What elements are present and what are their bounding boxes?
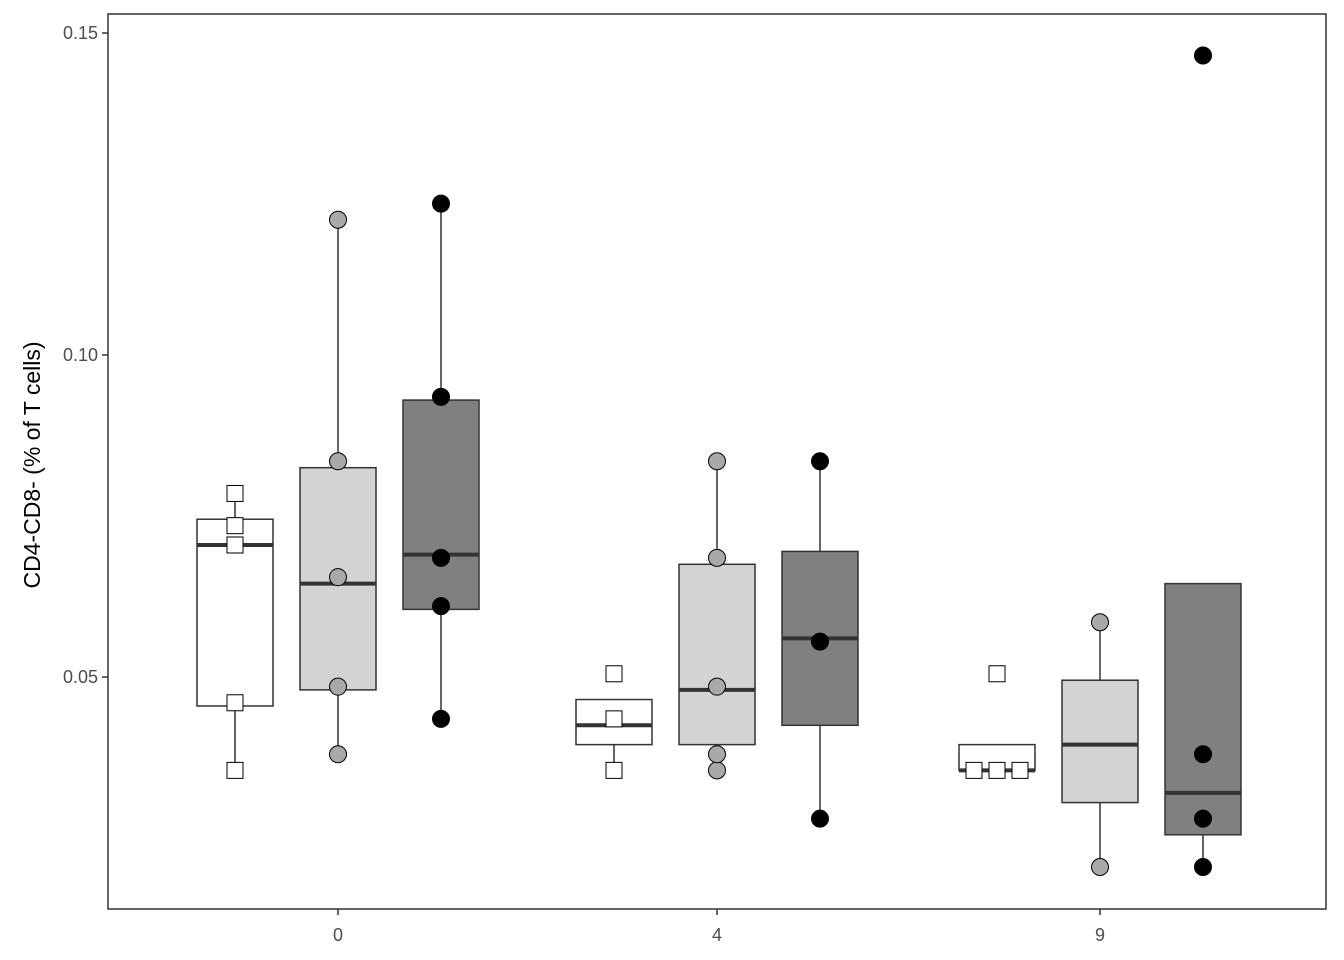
data-point-square — [226, 536, 244, 554]
data-point-circle — [432, 709, 450, 728]
box-group — [402, 203, 480, 719]
data-point-circle — [811, 809, 829, 828]
data-point-square — [965, 761, 983, 779]
x-axis: 0 4 9 — [333, 909, 1105, 945]
data-point-circle — [1091, 857, 1109, 876]
data-point-circle — [329, 568, 347, 587]
box-group — [1164, 582, 1242, 867]
data-point-circle — [1194, 745, 1212, 764]
data-point-square — [226, 484, 244, 502]
data-point-circle — [708, 745, 726, 764]
box-group — [781, 461, 859, 819]
data-point-circle — [432, 194, 450, 213]
data-point-circle — [811, 452, 829, 471]
data-point-circle — [708, 548, 726, 567]
data-point-circle — [329, 452, 347, 471]
data-point-circle — [708, 761, 726, 780]
data-point-square — [226, 761, 244, 779]
data-point-circle — [329, 677, 347, 696]
box-group — [1061, 622, 1139, 867]
data-point-square — [1011, 761, 1029, 779]
y-tick-label: 0.10 — [63, 345, 98, 365]
box — [1061, 679, 1139, 804]
y-axis-title: CD4-CD8- (% of T cells) — [19, 341, 45, 588]
box — [402, 399, 480, 611]
data-point-circle — [432, 387, 450, 406]
y-axis: 0.05 0.10 0.15 — [63, 23, 108, 687]
data-point-circle — [329, 210, 347, 229]
data-point-square — [605, 665, 623, 683]
data-point-square — [226, 517, 244, 535]
data-point-circle — [1091, 613, 1109, 632]
data-point-circle — [329, 745, 347, 764]
y-tick-label: 0.05 — [63, 667, 98, 687]
point-layer — [226, 46, 1212, 876]
box — [678, 563, 756, 746]
data-point-circle — [432, 597, 450, 616]
y-tick-label: 0.15 — [63, 23, 98, 43]
data-point-square — [605, 761, 623, 779]
data-point-circle — [432, 548, 450, 567]
box — [1164, 582, 1242, 836]
data-point-circle — [1194, 857, 1212, 876]
data-point-circle — [1194, 46, 1212, 65]
data-point-circle — [708, 452, 726, 471]
data-point-circle — [708, 677, 726, 696]
x-tick-label: 4 — [712, 925, 722, 945]
data-point-square — [988, 761, 1006, 779]
data-point-square — [226, 694, 244, 712]
x-tick-label: 9 — [1095, 925, 1105, 945]
data-point-circle — [811, 632, 829, 651]
data-point-square — [605, 710, 623, 728]
data-point-square — [988, 665, 1006, 683]
x-tick-label: 0 — [333, 925, 343, 945]
data-point-circle — [1194, 809, 1212, 828]
